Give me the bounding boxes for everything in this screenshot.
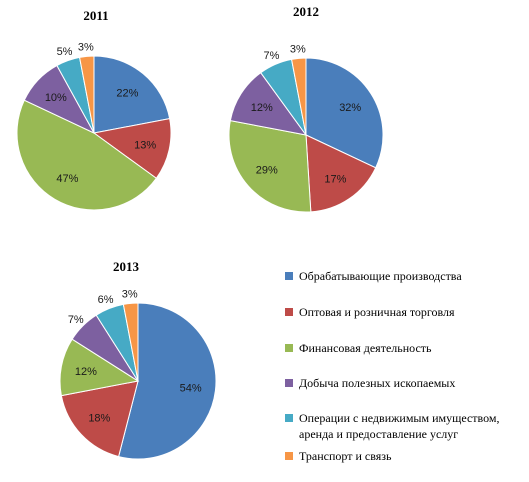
pie-2012-slice-manufacturing bbox=[305, 57, 384, 169]
pie-2012-slice-transport bbox=[290, 57, 307, 136]
pie-2011-title: 2011 bbox=[83, 8, 109, 23]
legend-label-trade: Оптовая и розничная торговля bbox=[299, 304, 455, 320]
pie-2013-title: 2013 bbox=[113, 259, 139, 274]
legend-item-manufacturing: Обрабатывающие производства bbox=[285, 268, 462, 284]
legend-item-realestate: Операции с недвижимым имуществом, аренда … bbox=[285, 410, 499, 442]
legend-item-mining: Добыча полезных ископаемых bbox=[285, 375, 455, 391]
pie-2011-label-manufacturing: 22% bbox=[116, 88, 138, 100]
legend-swatch-realestate bbox=[285, 414, 293, 422]
pie-2012-label-finance: 29% bbox=[256, 165, 278, 177]
pie-2013-label-mining: 7% bbox=[68, 314, 84, 326]
pie-2011-label-finance: 47% bbox=[56, 173, 78, 185]
pie-2011-slice-trade bbox=[92, 117, 172, 179]
legend-swatch-manufacturing bbox=[285, 272, 293, 280]
pie-2013-slice-trade bbox=[60, 380, 139, 458]
legend-item-trade: Оптовая и розничная торговля bbox=[285, 304, 455, 320]
pie-2013-slice-manufacturing bbox=[117, 302, 217, 460]
pie-2011-slice-finance bbox=[16, 99, 157, 211]
pie-2011-slice-manufacturing bbox=[93, 55, 171, 134]
legend-swatch-finance bbox=[285, 344, 293, 352]
legend-label-manufacturing: Обрабатывающие производства bbox=[299, 268, 462, 284]
pie-2013-slice-transport bbox=[122, 302, 139, 382]
legend-label-finance-line-1: Финансовая деятельность bbox=[299, 341, 432, 355]
legend-swatch-transport bbox=[285, 452, 293, 460]
legend-item-transport: Транспорт и связь bbox=[285, 448, 391, 464]
pie-2012-label-transport: 3% bbox=[290, 43, 306, 55]
pie-2011-label-mining: 10% bbox=[45, 92, 67, 104]
legend-label-realestate-line-2: аренда и предоставление услуг bbox=[299, 427, 459, 441]
legend-item-finance: Финансовая деятельность bbox=[285, 340, 432, 356]
legend-label-transport-line-1: Транспорт и связь bbox=[299, 449, 392, 463]
legend-label-mining-line-1: Добыча полезных ископаемых bbox=[299, 376, 456, 390]
legend-label-realestate: Операции с недвижимым имуществом, аренда … bbox=[299, 410, 499, 442]
pie-2011-slice-transport bbox=[78, 55, 95, 134]
legend-swatch-trade bbox=[285, 308, 293, 316]
pie-2012-label-manufacturing: 32% bbox=[339, 102, 361, 114]
pie-2012-label-trade: 17% bbox=[324, 173, 346, 185]
pie-2013-label-finance: 12% bbox=[75, 366, 97, 378]
legend-label-manufacturing-line-1: Обрабатывающие производства bbox=[299, 269, 462, 283]
pie-2012-title: 2012 bbox=[293, 4, 319, 19]
pie-2012-slice-trade bbox=[305, 134, 377, 213]
pie-2012-label-realestate: 7% bbox=[263, 50, 279, 62]
legend-swatch-mining bbox=[285, 379, 293, 387]
legend-label-mining: Добыча полезных ископаемых bbox=[299, 375, 455, 391]
legend-label-realestate-line-1: Операции с недвижимым имуществом, bbox=[299, 411, 500, 425]
pie-2012-label-mining: 12% bbox=[251, 102, 273, 114]
pie-2013-label-transport: 3% bbox=[122, 288, 138, 300]
legend-label-finance: Финансовая деятельность bbox=[299, 340, 432, 356]
pie-2011-label-realestate: 5% bbox=[57, 46, 73, 58]
pie-2011-label-transport: 3% bbox=[78, 41, 94, 53]
pie-2013-label-trade: 18% bbox=[88, 412, 110, 424]
pie-2013-label-realestate: 6% bbox=[98, 294, 114, 306]
pie-2013-label-manufacturing: 54% bbox=[180, 383, 202, 395]
pie-2012-slice-finance bbox=[228, 119, 312, 213]
legend-label-transport: Транспорт и связь bbox=[299, 448, 391, 464]
pie-2011-label-trade: 13% bbox=[134, 139, 156, 151]
legend-label-trade-line-1: Оптовая и розничная торговля bbox=[299, 305, 455, 319]
